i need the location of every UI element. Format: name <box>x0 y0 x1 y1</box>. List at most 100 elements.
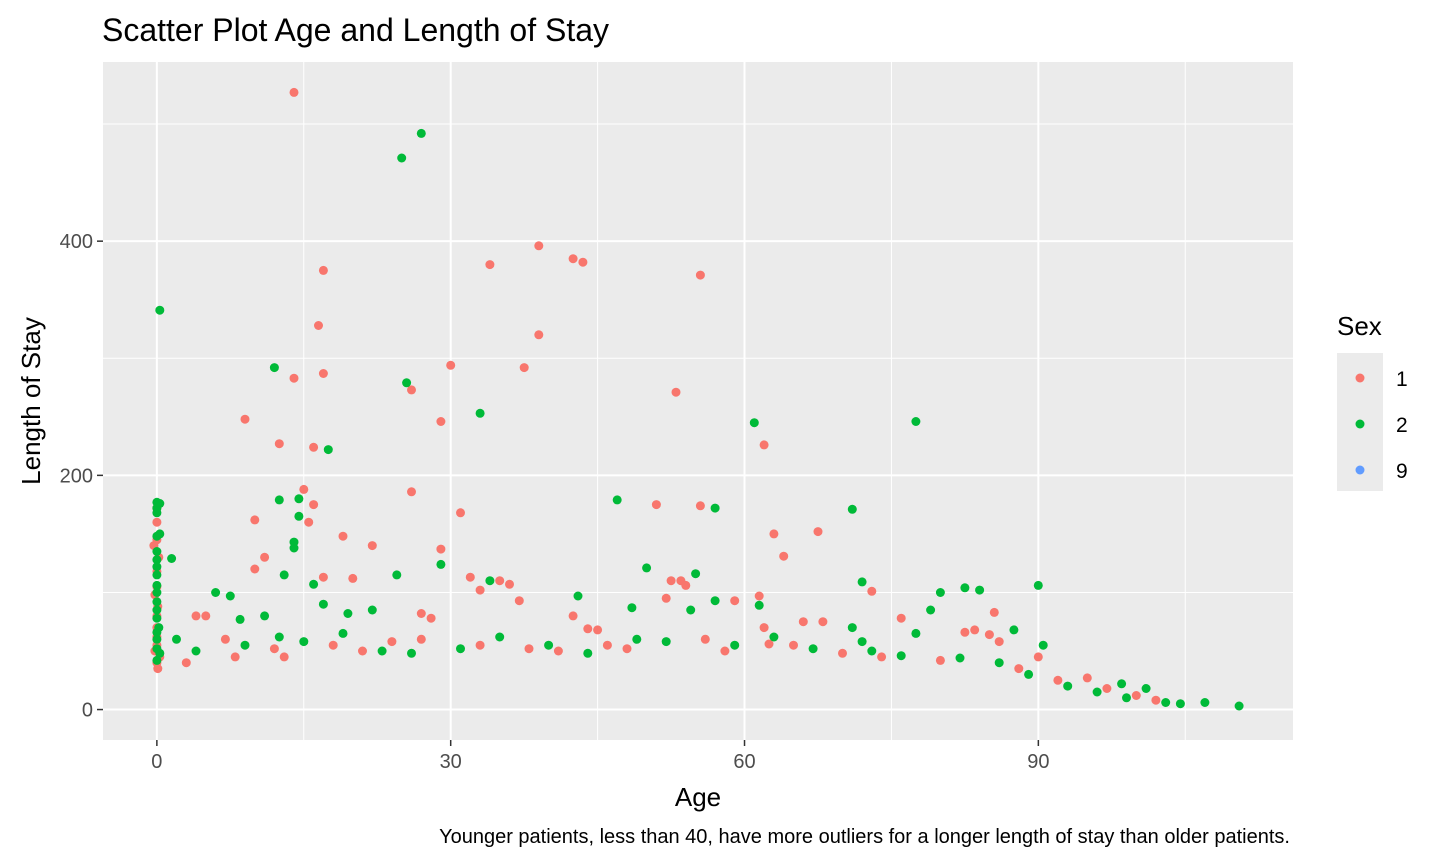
data-point-sex-1 <box>769 529 779 539</box>
data-point-sex-2 <box>299 637 309 647</box>
data-point-sex-1 <box>230 652 240 662</box>
x-tick-label: 60 <box>733 751 755 773</box>
data-point-sex-1 <box>789 640 798 650</box>
x-axis-title: Age <box>675 782 721 812</box>
data-point-sex-2 <box>754 600 764 610</box>
data-point-sex-2 <box>544 640 554 650</box>
data-point-sex-1 <box>519 363 529 373</box>
data-point-sex-2 <box>911 628 921 638</box>
data-point-sex-2 <box>867 646 877 656</box>
data-point-sex-2 <box>456 644 465 654</box>
data-point-sex-2 <box>152 555 162 565</box>
data-point-sex-1 <box>328 640 338 650</box>
data-point-sex-2 <box>152 655 162 665</box>
data-point-sex-1 <box>181 658 191 668</box>
legend-label-sex-9: 9 <box>1396 460 1408 483</box>
data-point-sex-1 <box>436 417 446 426</box>
data-point-sex-1 <box>994 637 1004 647</box>
data-point-sex-1 <box>700 634 710 644</box>
data-point-sex-1 <box>989 607 999 617</box>
data-point-sex-2 <box>152 580 162 590</box>
data-point-sex-1 <box>553 646 563 656</box>
data-point-sex-2 <box>583 648 593 658</box>
data-point-sex-1 <box>367 541 377 551</box>
data-point-sex-2 <box>416 128 426 138</box>
data-point-sex-1 <box>387 637 397 647</box>
data-point-sex-2 <box>808 644 818 654</box>
data-point-sex-2 <box>269 363 279 373</box>
data-point-sex-1 <box>318 265 328 275</box>
legend-entries: 1 2 9 <box>1355 368 1408 483</box>
data-point-sex-2 <box>240 640 250 650</box>
data-point-sex-1 <box>896 613 906 623</box>
data-point-sex-2 <box>367 605 377 615</box>
data-point-sex-2 <box>847 504 857 514</box>
data-point-sex-1 <box>250 515 260 525</box>
data-point-sex-1 <box>602 640 612 650</box>
x-tick-label: 0 <box>151 751 162 773</box>
data-point-sex-2 <box>926 605 936 615</box>
data-point-sex-2 <box>274 632 284 642</box>
data-point-sex-1 <box>798 617 808 627</box>
data-point-sex-1 <box>153 664 163 674</box>
data-point-sex-2 <box>911 417 921 426</box>
data-point-sex-2 <box>155 648 165 658</box>
data-point-sex-2 <box>857 637 867 647</box>
data-point-sex-2 <box>294 511 304 521</box>
data-point-sex-2 <box>323 445 333 455</box>
data-point-sex-2 <box>167 554 177 563</box>
data-point-sex-1 <box>867 586 877 596</box>
data-point-sex-2 <box>152 570 162 580</box>
data-point-sex-2 <box>436 559 446 569</box>
data-point-sex-1 <box>671 387 681 397</box>
data-point-sex-2 <box>632 634 642 644</box>
data-point-sex-2 <box>642 563 652 573</box>
data-point-sex-2 <box>573 591 583 601</box>
data-point-sex-1 <box>475 640 485 650</box>
data-point-sex-1 <box>314 321 323 330</box>
data-point-sex-2 <box>211 588 221 597</box>
chart-caption: Younger patients, less than 40, have mor… <box>439 826 1290 848</box>
data-point-sex-1 <box>416 609 426 618</box>
data-point-sex-1 <box>436 544 446 554</box>
data-point-sex-2 <box>1117 679 1127 689</box>
data-point-sex-2 <box>1033 580 1043 590</box>
data-point-sex-1 <box>358 646 367 656</box>
data-point-sex-1 <box>240 414 250 424</box>
data-point-sex-2 <box>691 569 701 579</box>
data-points <box>149 87 1244 711</box>
data-point-sex-1 <box>348 573 358 583</box>
y-axis-ticks: 0 200 400 <box>60 231 103 722</box>
x-axis-ticks: 0 30 60 90 <box>151 740 1049 773</box>
data-point-sex-1 <box>152 517 162 527</box>
data-point-sex-1 <box>970 625 980 635</box>
data-point-sex-1 <box>568 254 578 264</box>
data-point-sex-1 <box>779 551 789 561</box>
data-point-sex-1 <box>1033 652 1043 662</box>
data-point-sex-2 <box>152 547 162 556</box>
data-point-sex-2 <box>152 634 162 644</box>
data-point-sex-2 <box>397 153 407 163</box>
y-axis-title: Length of Stay <box>16 317 46 485</box>
data-point-sex-1 <box>877 652 887 662</box>
data-point-sex-2 <box>402 378 412 388</box>
data-point-sex-2 <box>274 495 284 505</box>
data-point-sex-1 <box>1082 673 1092 683</box>
data-point-sex-2 <box>1200 698 1210 707</box>
data-point-sex-2 <box>152 562 162 572</box>
data-point-sex-2 <box>627 603 637 613</box>
data-point-sex-1 <box>407 487 416 497</box>
data-point-sex-1 <box>338 531 348 541</box>
legend-label-sex-1: 1 <box>1396 368 1408 391</box>
data-point-sex-1 <box>299 484 309 494</box>
legend-key-sex-1 <box>1355 373 1365 383</box>
data-point-sex-1 <box>279 652 289 662</box>
data-point-sex-2 <box>1009 625 1019 635</box>
data-point-sex-2 <box>191 646 201 656</box>
chart-title: Scatter Plot Age and Length of Stay <box>102 12 609 48</box>
grid-lines <box>103 62 1293 740</box>
data-point-sex-1 <box>269 644 279 654</box>
data-point-sex-2 <box>975 585 985 595</box>
data-point-sex-1 <box>1014 664 1024 674</box>
